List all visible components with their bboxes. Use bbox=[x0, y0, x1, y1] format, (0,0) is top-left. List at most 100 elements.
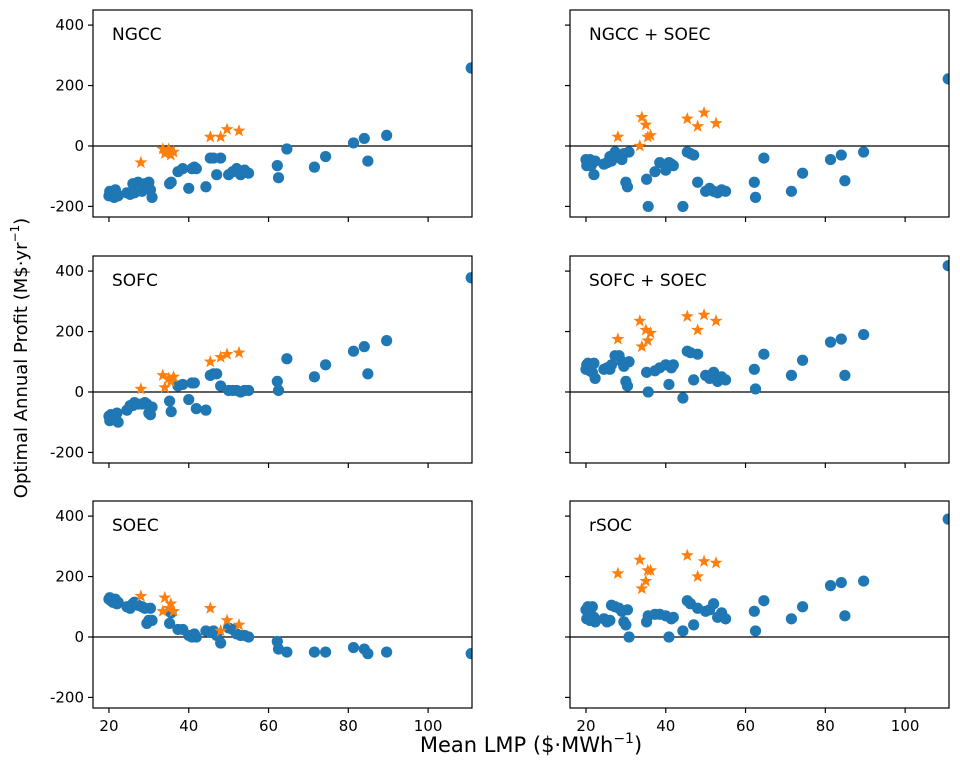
subplot-sofc-soec: SOFC + SOEC bbox=[565, 255, 950, 468]
data-point-circle bbox=[667, 359, 679, 371]
y-tick-label: 400 bbox=[55, 507, 84, 525]
data-point-circle bbox=[588, 169, 600, 181]
data-point-circle bbox=[112, 596, 124, 608]
subplot-sofc: -200 0 200 400 SOFC bbox=[50, 255, 473, 468]
data-point-circle bbox=[242, 384, 255, 397]
data-point-circle bbox=[190, 403, 202, 415]
data-point-circle bbox=[347, 641, 360, 654]
markers bbox=[580, 513, 949, 643]
data-point-circle bbox=[719, 185, 732, 197]
data-point-star bbox=[232, 618, 246, 631]
data-point-circle bbox=[641, 366, 653, 378]
markers bbox=[580, 260, 949, 404]
data-point-circle bbox=[839, 175, 851, 187]
axes-frame bbox=[569, 9, 950, 218]
data-point-circle bbox=[758, 152, 770, 164]
subplot-title: NGCC + SOEC bbox=[589, 25, 710, 45]
data-point-circle bbox=[605, 359, 618, 371]
data-point-circle bbox=[719, 613, 732, 625]
data-point-star bbox=[691, 119, 705, 132]
data-point-star bbox=[232, 124, 246, 137]
data-point-circle bbox=[271, 375, 283, 388]
data-point-circle bbox=[146, 191, 158, 203]
data-point-circle bbox=[319, 646, 332, 658]
data-point-circle bbox=[183, 182, 195, 194]
x-tick-label: 40 bbox=[179, 717, 198, 735]
data-point-circle bbox=[112, 190, 124, 202]
data-point-circle bbox=[319, 359, 332, 371]
data-point-circle bbox=[748, 605, 760, 617]
data-point-circle bbox=[824, 153, 837, 166]
axes-frame bbox=[92, 500, 473, 709]
x-axis-label: Mean LMP ($·MWh−1) bbox=[420, 731, 642, 757]
data-point-star bbox=[203, 354, 217, 368]
y-tick-label: 200 bbox=[55, 323, 84, 341]
data-point-star bbox=[232, 345, 246, 359]
data-point-circle bbox=[758, 595, 770, 607]
markers bbox=[103, 272, 472, 428]
data-point-star bbox=[158, 146, 172, 160]
data-point-circle bbox=[319, 150, 332, 163]
data-point-star bbox=[641, 333, 655, 347]
x-tick-label: 40 bbox=[656, 717, 675, 735]
data-point-circle bbox=[708, 598, 720, 610]
x-tick-label: 80 bbox=[339, 717, 358, 735]
data-point-circle bbox=[146, 401, 158, 413]
data-point-circle bbox=[308, 371, 321, 383]
data-point-circle bbox=[688, 149, 700, 161]
data-point-circle bbox=[641, 173, 653, 185]
data-point-circle bbox=[589, 616, 601, 628]
x-tick-label: 20 bbox=[576, 717, 595, 735]
data-point-circle bbox=[308, 161, 321, 173]
data-point-circle bbox=[604, 614, 616, 626]
data-point-circle bbox=[824, 336, 837, 348]
y-tick-label: 0 bbox=[74, 628, 84, 646]
subplot-title: rSOC bbox=[589, 516, 632, 536]
data-point-circle bbox=[796, 167, 809, 179]
data-point-star bbox=[203, 130, 217, 143]
data-point-star bbox=[644, 563, 658, 576]
data-point-circle bbox=[688, 619, 700, 631]
data-point-circle bbox=[620, 619, 632, 631]
data-point-star bbox=[214, 130, 228, 143]
data-point-circle bbox=[642, 200, 654, 213]
markers bbox=[580, 73, 949, 213]
data-point-circle bbox=[308, 646, 321, 658]
data-point-star bbox=[134, 589, 148, 602]
y-tick-label: 200 bbox=[55, 77, 84, 95]
data-point-star bbox=[203, 601, 217, 614]
data-point-star bbox=[633, 139, 647, 152]
data-point-star bbox=[611, 332, 625, 345]
data-point-circle bbox=[835, 576, 847, 589]
data-point-star bbox=[697, 105, 711, 119]
data-point-star bbox=[697, 554, 711, 567]
subplot-title: NGCC bbox=[112, 25, 162, 45]
y-tick-label: 200 bbox=[55, 568, 84, 586]
data-point-star bbox=[158, 590, 172, 604]
data-point-circle bbox=[200, 404, 212, 416]
subplot-ngcc-soec: NGCC + SOEC bbox=[565, 9, 950, 222]
data-point-star bbox=[691, 323, 705, 336]
data-point-star bbox=[633, 553, 647, 566]
subplot-rsoc: 20 40 60 80 100 rSOC bbox=[565, 500, 950, 735]
data-point-star bbox=[134, 382, 148, 395]
data-point-circle bbox=[621, 181, 634, 193]
data-point-star bbox=[680, 548, 694, 561]
data-point-circle bbox=[749, 625, 762, 637]
axes-frame bbox=[569, 500, 950, 709]
data-point-circle bbox=[362, 155, 374, 167]
data-point-circle bbox=[111, 407, 123, 419]
data-point-circle bbox=[465, 62, 472, 74]
data-point-circle bbox=[144, 602, 157, 614]
data-point-star bbox=[639, 118, 653, 131]
x-tick-label: 60 bbox=[736, 717, 755, 735]
data-point-star bbox=[156, 368, 170, 381]
data-point-star bbox=[214, 350, 228, 363]
data-point-star bbox=[162, 142, 176, 155]
data-point-star bbox=[134, 155, 148, 169]
y-tick-label: 0 bbox=[74, 383, 84, 401]
data-point-circle bbox=[824, 580, 837, 592]
data-point-circle bbox=[692, 348, 704, 360]
data-point-circle bbox=[211, 368, 223, 380]
